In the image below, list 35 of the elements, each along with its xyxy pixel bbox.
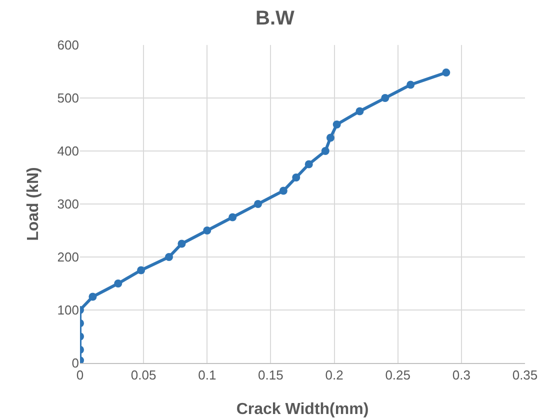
y-tick-label: 500 bbox=[57, 90, 79, 106]
point bbox=[321, 147, 330, 155]
point bbox=[326, 134, 334, 142]
x-tick-label: 0.25 bbox=[385, 368, 411, 383]
point bbox=[304, 160, 313, 168]
y-tick-label: 600 bbox=[57, 38, 79, 53]
y-tick-label: 400 bbox=[57, 144, 79, 159]
x-tick-label: 0.05 bbox=[130, 368, 156, 383]
point bbox=[178, 240, 186, 248]
point bbox=[88, 292, 97, 301]
y-tick-label: 100 bbox=[57, 302, 79, 318]
point bbox=[254, 200, 262, 208]
point bbox=[165, 253, 173, 261]
x-tick-label: 0.15 bbox=[258, 368, 284, 383]
point bbox=[114, 280, 122, 288]
y-tick-label: 0 bbox=[72, 356, 79, 371]
point bbox=[279, 186, 288, 195]
y-tick-label: 200 bbox=[57, 250, 79, 265]
point bbox=[203, 226, 212, 234]
x-tick-label: 0.35 bbox=[512, 368, 538, 383]
point bbox=[406, 80, 415, 89]
x-tick-label: 0.1 bbox=[198, 368, 216, 383]
point bbox=[442, 68, 450, 77]
x-tick-label: 0.2 bbox=[325, 368, 344, 383]
point bbox=[356, 107, 364, 116]
point bbox=[381, 94, 390, 102]
point bbox=[228, 213, 237, 222]
x-tick-label: 0.3 bbox=[452, 368, 470, 383]
y-tick-label: 300 bbox=[57, 196, 79, 212]
y-axis-title: Load (kN) bbox=[25, 167, 42, 241]
point bbox=[137, 266, 146, 274]
chart-title: B.W bbox=[256, 7, 295, 30]
point bbox=[332, 120, 341, 128]
point bbox=[292, 174, 300, 182]
x-axis-title: Crack Width(mm) bbox=[236, 401, 369, 418]
